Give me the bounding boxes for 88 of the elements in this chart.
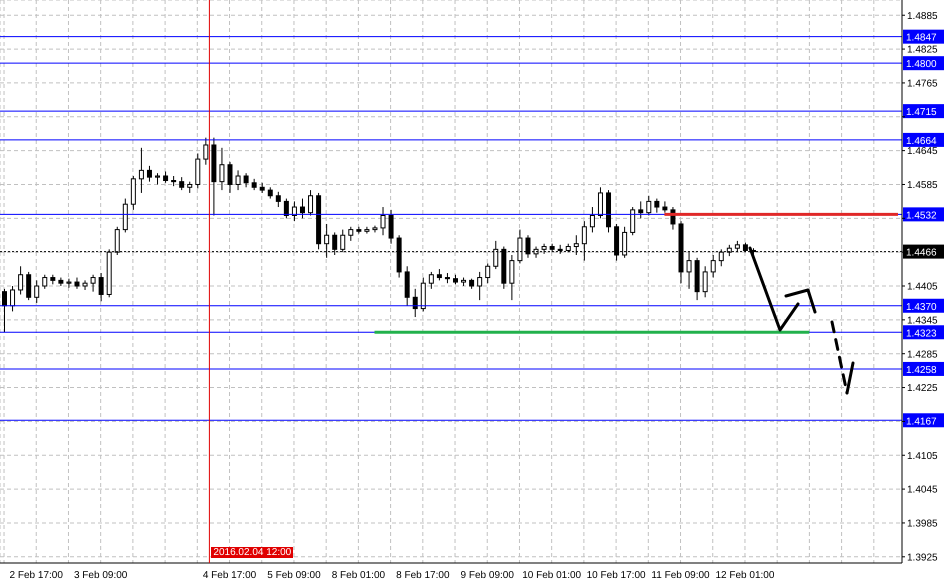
candlestick [236,170,241,191]
candlestick [702,266,708,298]
candlestick [74,277,80,290]
x-tick-label: 10 Feb 01:00 [522,570,582,582]
candlestick [590,206,595,233]
y-tick-label: 1.3985 [907,518,938,530]
candlestick [268,186,273,200]
candlestick [252,178,257,191]
ref-line-label: 1.4258 [906,364,938,376]
candlestick [26,271,32,301]
candlestick [50,274,56,285]
candlestick [509,254,514,301]
candlestick [228,161,232,194]
candlestick [469,278,474,290]
x-tick-label: 12 Feb 01:00 [715,570,775,582]
candlestick [179,176,184,191]
candlestick [90,274,96,292]
candlestick [203,137,208,166]
candlestick [348,226,354,242]
annotation: 2016.02.04 12:00 [211,547,294,558]
y-tick-label: 1.4765 [907,78,938,90]
candlestick [412,288,418,318]
candlestick [662,200,668,214]
candlestick [34,280,40,304]
x-tick-label: 4 Feb 17:00 [202,570,257,582]
y-tick-label: 1.4825 [907,44,938,56]
candlestick [444,272,450,284]
ref-line-label: 1.4800 [906,59,938,70]
candlestick [219,147,224,191]
y-tick-label: 1.3925 [907,552,938,564]
candlestick [436,268,442,281]
ref-line-label: 1.4167 [906,416,938,428]
candlestick [646,195,652,216]
x-tick-label: 11 Feb 09:00 [651,570,710,582]
candlestick [380,206,386,236]
candlestick [630,206,636,236]
x-tick-label: 9 Feb 09:00 [460,570,514,582]
ref-line-label: 1.4847 [906,32,938,44]
y-tick-label: 1.4405 [907,282,938,293]
x-tick-label: 8 Feb 01:00 [332,570,386,582]
candlestick [18,266,24,295]
candlestick [428,271,434,290]
x-tick-label: 5 Feb 09:00 [267,570,322,582]
x-tick-label: 10 Feb 17:00 [586,570,646,582]
candlestick [308,190,314,216]
ref-line-label: 1.4466 [906,248,938,259]
ref-line-label: 1.4323 [906,328,938,340]
candlestick [163,170,168,184]
candlestick [638,200,644,219]
candlestick [710,254,716,278]
ref-line-label: 1.4532 [906,210,938,222]
candlestick [477,271,482,301]
candlestick [485,262,490,284]
candlestick [292,200,297,222]
x-tick-label: 8 Feb 17:00 [396,570,450,582]
candlestick [598,186,603,219]
candlestick [10,286,16,312]
candlestick [171,176,176,187]
y-tick-label: 1.4585 [907,180,938,192]
candlestick [155,172,160,185]
candlestick [138,147,144,194]
candlestick [98,272,104,302]
y-tick-label: 1.4645 [907,146,938,158]
y-tick-label: 1.4345 [907,315,938,326]
x-tick-label: 2 Feb 17:00 [10,570,64,582]
ref-line-label: 1.4370 [906,302,938,313]
ref-line-label: 1.4664 [906,136,938,147]
candlestick [244,172,249,188]
x-tick-label: 3 Feb 09:00 [74,570,128,582]
candlestick [42,274,48,290]
candlestick [284,198,289,219]
candlestick [260,182,265,194]
candlestick [82,280,88,290]
candlestick [187,181,192,194]
y-tick-label: 1.4225 [907,383,938,394]
candlestick [388,209,394,244]
candlestick [2,288,7,333]
ref-line-label: 1.4715 [906,107,938,118]
candlestick [276,191,281,208]
y-tick-label: 1.4885 [907,10,938,22]
y-tick-label: 1.4105 [907,450,938,462]
y-tick-label: 1.4045 [907,484,938,496]
candlestick [146,165,152,182]
candlestick [66,278,72,288]
candlestick [654,198,660,214]
candlestick [453,274,458,285]
candlestick [300,198,305,219]
y-tick-label: 1.4285 [907,349,938,360]
